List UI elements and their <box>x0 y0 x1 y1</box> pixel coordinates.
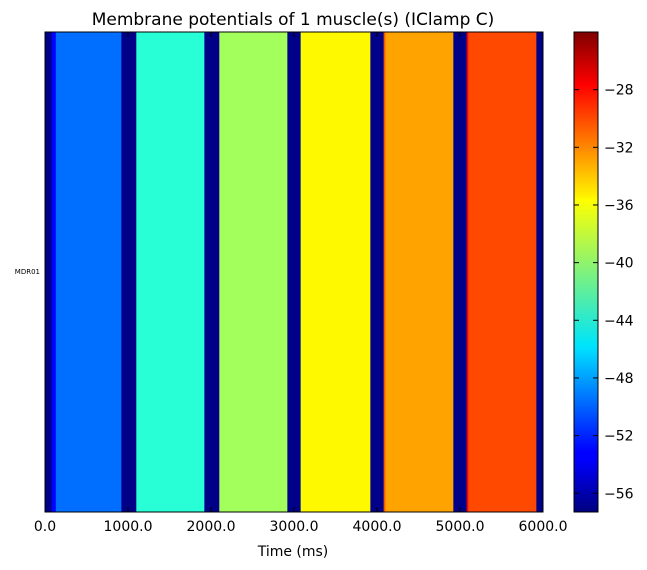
x-tick-label: 5000.0 <box>436 519 485 535</box>
heatmap-cell <box>55 32 122 512</box>
colorbar-tick-label: −32 <box>604 140 634 156</box>
colorbar-tick-label: −56 <box>604 486 634 502</box>
colorbar-tick-label: −40 <box>604 256 634 272</box>
colorbar-tick-label: −48 <box>604 371 634 387</box>
heatmap-cell <box>370 32 385 512</box>
colorbar-tick-label: −36 <box>604 198 634 214</box>
heatmap-cell <box>453 32 468 512</box>
x-tick-label: 0.0 <box>34 519 56 535</box>
heatmap-cell <box>287 32 302 512</box>
heatmap-cell <box>121 32 137 512</box>
heatmap-cell <box>300 32 303 512</box>
heatmap-cell <box>536 32 544 512</box>
heatmap-cell <box>385 32 454 512</box>
plot-area <box>44 31 544 513</box>
heatmap-cell <box>466 32 469 512</box>
heatmap-cell <box>51 32 57 512</box>
colorbar-tick-label: −44 <box>604 313 634 329</box>
colorbar-gradient <box>573 31 599 513</box>
heatmap-cell <box>383 32 386 512</box>
heatmap-cell <box>136 32 205 512</box>
colorbar-tick-label: −52 <box>604 429 634 445</box>
x-tick-label: 4000.0 <box>353 519 402 535</box>
x-tick-label: 1000.0 <box>104 519 153 535</box>
heatmap-cell <box>468 32 537 512</box>
x-axis-label: Time (ms) <box>257 544 329 560</box>
heatmap-cell <box>219 32 288 512</box>
x-axis: 0.0 1000.0 2000.0 3000.0 4000.0 5000.0 6000.0 <box>34 32 568 535</box>
row-label: MDR01 <box>15 268 40 276</box>
colorbar <box>573 31 599 513</box>
x-tick-label: 3000.0 <box>270 519 319 535</box>
x-tick-label: 2000.0 <box>187 519 236 535</box>
heatmap-cell <box>302 32 371 512</box>
heatmap-cell <box>45 32 53 512</box>
colorbar-tick-label: −28 <box>604 83 634 99</box>
x-tick-label: 6000.0 <box>519 519 568 535</box>
colorbar-ticks: −28 −32 −36 −40 −44 −48 −52 −56 <box>574 83 634 502</box>
chart-title: Membrane potentials of 1 muscle(s) (ICla… <box>92 10 495 30</box>
row-labels: MDR01 <box>15 268 40 276</box>
heatmap-cell <box>204 32 220 512</box>
